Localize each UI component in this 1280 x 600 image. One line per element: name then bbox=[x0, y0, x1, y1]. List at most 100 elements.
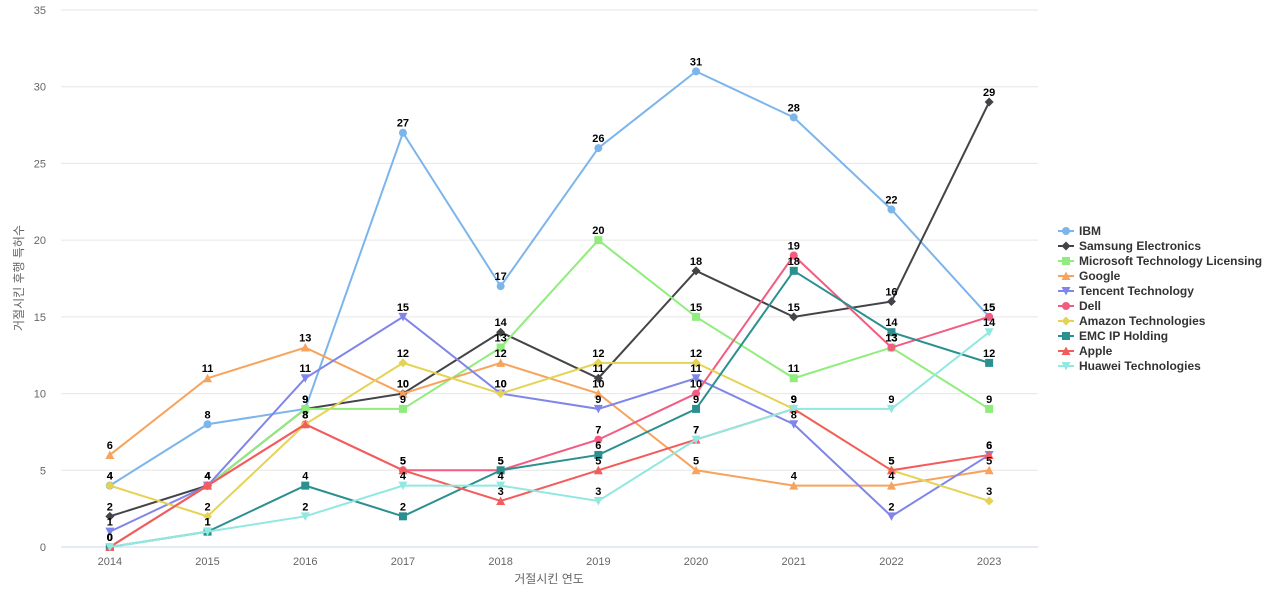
legend-item-google[interactable]: Google bbox=[1058, 268, 1262, 283]
legend-marker[interactable] bbox=[1061, 361, 1071, 371]
data-point-samsung-electronics[interactable] bbox=[593, 373, 603, 383]
data-point-tencent-technology[interactable] bbox=[691, 374, 701, 383]
data-label-amazon-technologies: 8 bbox=[302, 409, 308, 421]
legend-item-dell[interactable]: Dell bbox=[1058, 298, 1262, 313]
data-point-microsoft-technology-licensing[interactable] bbox=[496, 343, 505, 352]
data-point-emc-ip-holding[interactable] bbox=[594, 450, 603, 459]
data-point-microsoft-technology-licensing[interactable] bbox=[398, 404, 407, 413]
legend-item-ibm[interactable]: IBM bbox=[1058, 223, 1262, 238]
data-point-samsung-electronics[interactable] bbox=[984, 97, 994, 107]
data-point-amazon-technologies[interactable] bbox=[593, 358, 603, 368]
data-point-huawei-technologies[interactable] bbox=[300, 512, 310, 521]
legend-marker[interactable] bbox=[1062, 331, 1070, 340]
data-point-emc-ip-holding[interactable] bbox=[496, 466, 505, 475]
data-point-emc-ip-holding[interactable] bbox=[301, 481, 310, 490]
data-label-amazon-technologies: 10 bbox=[495, 379, 507, 391]
data-point-google[interactable] bbox=[886, 481, 896, 490]
data-point-ibm[interactable] bbox=[789, 113, 798, 122]
data-point-ibm[interactable] bbox=[496, 282, 505, 291]
data-point-apple[interactable] bbox=[496, 496, 506, 505]
data-point-huawei-technologies[interactable] bbox=[105, 543, 115, 552]
data-point-huawei-technologies[interactable] bbox=[593, 496, 603, 506]
data-point-amazon-technologies[interactable] bbox=[105, 481, 115, 491]
legend-item-emc-ip-holding[interactable]: EMC IP Holding bbox=[1058, 328, 1262, 343]
legend-marker[interactable] bbox=[1061, 346, 1071, 355]
data-point-google[interactable] bbox=[398, 389, 408, 398]
legend-item-tencent-technology[interactable]: Tencent Technology bbox=[1058, 283, 1262, 298]
data-point-amazon-technologies[interactable] bbox=[203, 511, 213, 521]
data-point-emc-ip-holding[interactable] bbox=[398, 512, 407, 521]
data-point-amazon-technologies[interactable] bbox=[398, 358, 408, 368]
data-point-dell[interactable] bbox=[789, 251, 798, 260]
data-point-samsung-electronics[interactable] bbox=[886, 297, 896, 307]
data-point-microsoft-technology-licensing[interactable] bbox=[301, 404, 310, 413]
legend-item-samsung-electronics[interactable]: Samsung Electronics bbox=[1058, 238, 1262, 253]
legend-marker[interactable] bbox=[1061, 271, 1071, 280]
data-point-dell[interactable] bbox=[692, 389, 701, 398]
data-point-huawei-technologies[interactable] bbox=[203, 527, 213, 537]
data-point-amazon-technologies[interactable] bbox=[691, 358, 701, 368]
legend-marker[interactable] bbox=[1062, 226, 1070, 235]
data-point-emc-ip-holding[interactable] bbox=[887, 328, 896, 337]
legend-item-huawei-technologies[interactable]: Huawei Technologies bbox=[1058, 358, 1262, 373]
legend-item-apple[interactable]: Apple bbox=[1058, 343, 1262, 358]
legend-symbol bbox=[1058, 316, 1074, 325]
legend-marker[interactable] bbox=[1061, 316, 1071, 325]
data-point-google[interactable] bbox=[691, 465, 701, 475]
data-point-google[interactable] bbox=[203, 373, 213, 383]
data-point-microsoft-technology-licensing[interactable] bbox=[692, 312, 701, 321]
data-point-tencent-technology[interactable] bbox=[105, 527, 115, 537]
data-point-microsoft-technology-licensing[interactable] bbox=[985, 404, 994, 413]
data-point-tencent-technology[interactable] bbox=[886, 512, 896, 521]
data-point-ibm[interactable] bbox=[398, 128, 407, 137]
data-point-microsoft-technology-licensing[interactable] bbox=[594, 236, 603, 245]
data-point-huawei-technologies[interactable] bbox=[398, 481, 408, 491]
data-point-google[interactable] bbox=[789, 481, 799, 490]
data-point-apple[interactable] bbox=[886, 465, 896, 475]
data-point-huawei-technologies[interactable] bbox=[984, 328, 994, 337]
data-point-google[interactable] bbox=[984, 465, 994, 475]
data-point-emc-ip-holding[interactable] bbox=[789, 266, 798, 275]
data-point-tencent-technology[interactable] bbox=[789, 420, 799, 429]
data-point-tencent-technology[interactable] bbox=[593, 404, 603, 414]
x-tick-label: 2016 bbox=[293, 556, 317, 568]
data-point-amazon-technologies[interactable] bbox=[496, 389, 506, 399]
data-point-google[interactable] bbox=[496, 358, 506, 367]
data-point-dell[interactable] bbox=[887, 343, 896, 352]
data-point-ibm[interactable] bbox=[887, 205, 896, 214]
data-point-amazon-technologies[interactable] bbox=[984, 496, 994, 506]
data-point-google[interactable] bbox=[105, 450, 115, 459]
data-point-dell[interactable] bbox=[594, 435, 603, 444]
data-point-emc-ip-holding[interactable] bbox=[692, 404, 701, 413]
data-point-apple[interactable] bbox=[203, 481, 213, 490]
data-label-samsung-electronics: 4 bbox=[204, 471, 211, 483]
legend-marker[interactable] bbox=[1062, 301, 1070, 310]
legend-item-microsoft-technology-licensing[interactable]: Microsoft Technology Licensing bbox=[1058, 253, 1262, 268]
data-point-microsoft-technology-licensing[interactable] bbox=[789, 374, 798, 383]
legend-marker[interactable] bbox=[1062, 256, 1070, 265]
data-point-huawei-technologies[interactable] bbox=[496, 481, 506, 491]
data-point-apple[interactable] bbox=[398, 465, 408, 475]
data-point-samsung-electronics[interactable] bbox=[496, 327, 506, 337]
legend-item-amazon-technologies[interactable]: Amazon Technologies bbox=[1058, 313, 1262, 328]
legend-marker[interactable] bbox=[1061, 286, 1071, 296]
data-point-samsung-electronics[interactable] bbox=[105, 511, 115, 521]
data-point-samsung-electronics[interactable] bbox=[691, 266, 701, 276]
data-point-dell[interactable] bbox=[985, 312, 994, 321]
data-point-tencent-technology[interactable] bbox=[300, 374, 310, 383]
data-point-apple[interactable] bbox=[300, 419, 310, 429]
data-point-emc-ip-holding[interactable] bbox=[985, 358, 994, 367]
data-point-apple[interactable] bbox=[984, 450, 994, 459]
data-point-samsung-electronics[interactable] bbox=[789, 312, 799, 322]
data-point-ibm[interactable] bbox=[594, 144, 603, 153]
data-point-huawei-technologies[interactable] bbox=[886, 404, 896, 414]
data-point-tencent-technology[interactable] bbox=[398, 312, 408, 322]
data-point-ibm[interactable] bbox=[692, 67, 701, 76]
data-point-google[interactable] bbox=[300, 343, 310, 352]
legend-marker[interactable] bbox=[1061, 241, 1071, 250]
data-point-huawei-technologies[interactable] bbox=[691, 435, 701, 445]
data-point-ibm[interactable] bbox=[203, 420, 212, 429]
data-point-apple[interactable] bbox=[593, 465, 603, 475]
data-point-google[interactable] bbox=[593, 389, 603, 398]
data-point-huawei-technologies[interactable] bbox=[789, 404, 799, 414]
